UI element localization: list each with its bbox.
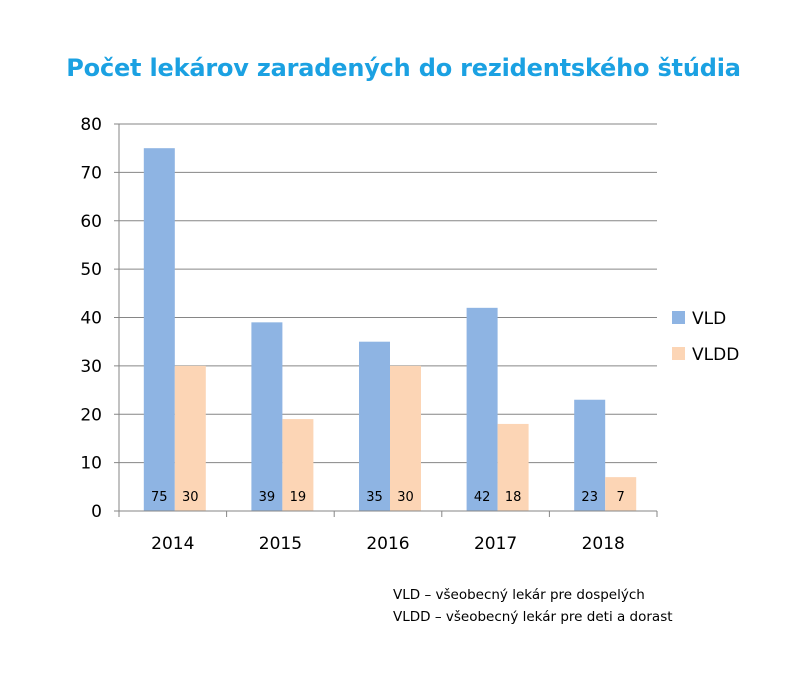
data-label-vld-2014: 75	[151, 490, 168, 505]
data-label-vld-2018: 23	[581, 490, 598, 505]
y-tick-label: 0	[91, 502, 102, 522]
y-tick-label: 40	[80, 309, 102, 329]
bar-vldd-2015	[282, 419, 314, 511]
bar-vldd-2014	[174, 365, 206, 511]
data-labels: 75 30 39 19 35 30 42 18 23 7	[151, 490, 625, 505]
legend-swatch-vld	[672, 311, 685, 324]
bar-vld-2014	[143, 148, 175, 511]
data-label-vld-2015: 39	[259, 490, 276, 505]
bar-vldd-2016	[390, 365, 421, 511]
legend-label-vld: VLD	[692, 309, 726, 329]
chart-title: Počet lekárov zaradených do rezidentskéh…	[66, 54, 741, 82]
x-tick-label: 2014	[151, 534, 194, 554]
x-tick-label: 2015	[259, 534, 302, 554]
y-tick-label: 30	[80, 357, 102, 377]
bar-vld-2015	[251, 322, 283, 511]
footnote-vldd: VLDD – všeobecný lekár pre deti a dorast	[393, 609, 673, 625]
bar-vld-2017	[466, 307, 498, 511]
data-label-vldd-2018: 7	[617, 490, 625, 505]
data-label-vld-2016: 35	[366, 490, 383, 505]
y-tick-label: 50	[80, 260, 102, 280]
bars	[143, 148, 637, 511]
legend: VLD VLDD	[672, 309, 739, 365]
x-tick-label: 2016	[366, 534, 409, 554]
bar-vldd-2018	[605, 477, 637, 511]
y-tick-label: 80	[80, 115, 102, 135]
bar-vld-2018	[574, 399, 606, 511]
y-tick-label: 60	[80, 212, 102, 232]
data-label-vld-2017: 42	[474, 490, 491, 505]
x-tick-label: 2017	[474, 534, 517, 554]
y-tick-label: 20	[80, 405, 102, 425]
legend-label-vldd: VLDD	[692, 345, 739, 365]
data-label-vldd-2016: 30	[397, 490, 414, 505]
data-label-vldd-2017: 18	[505, 490, 522, 505]
bar-vld-2016	[359, 341, 390, 511]
footnotes: VLD – všeobecný lekár pre dospelých VLDD…	[393, 584, 673, 628]
x-tick-label: 2018	[582, 534, 625, 554]
y-tick-label: 10	[80, 454, 102, 474]
gridlines	[119, 123, 657, 512]
data-label-vldd-2014: 30	[182, 490, 199, 505]
data-label-vldd-2015: 19	[290, 490, 307, 505]
footnote-vld: VLD – všeobecný lekár pre dospelých	[393, 587, 645, 603]
axes: 0 10 20 30 40 50 60 70 80 2014 2015 2016 2017 2018	[80, 115, 658, 554]
bar-vldd-2017	[497, 423, 529, 511]
legend-swatch-vldd	[672, 347, 685, 360]
y-tick-label: 70	[80, 163, 102, 183]
